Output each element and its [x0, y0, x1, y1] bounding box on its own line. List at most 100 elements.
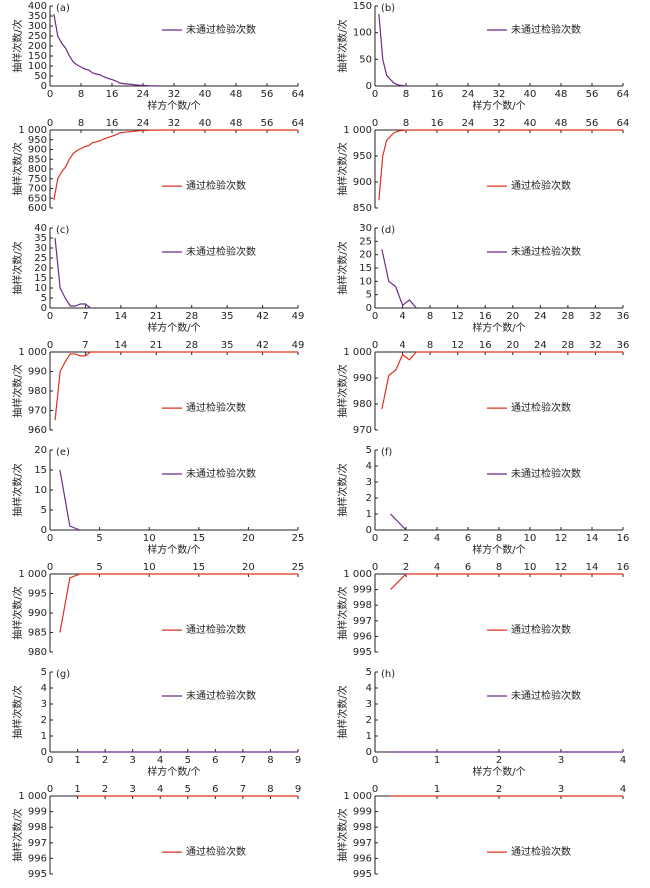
y-tick-label: 35: [34, 233, 47, 244]
y-tick-label: 1: [366, 731, 372, 742]
y-tick-label: 1 000: [18, 125, 47, 136]
x-tick-label: 16: [617, 562, 630, 573]
x-tick-label: 0: [47, 89, 53, 100]
y-tick-label: 3: [366, 477, 372, 488]
legend-label: 未通过检验次数: [186, 245, 256, 258]
y-tick-label: 30: [34, 243, 47, 254]
x-tick-label: 8: [427, 311, 433, 322]
x-axis-label: 样方个数/个: [472, 765, 525, 778]
x-tick-label: 20: [506, 340, 519, 351]
y-tick-label: 0: [41, 747, 47, 758]
legend-label: 通过检验次数: [511, 401, 571, 414]
x-tick-label: 28: [185, 311, 198, 322]
x-tick-label: 24: [137, 89, 150, 100]
y-tick-label: 20: [34, 445, 47, 456]
x-tick-label: 0: [372, 89, 378, 100]
y-tick-label: 999: [353, 807, 372, 818]
x-tick-label: 32: [589, 340, 602, 351]
y-tick-label: 800: [28, 164, 47, 175]
y-tick-label: 5: [41, 293, 47, 304]
x-axis-label: 样方个数/个: [147, 543, 200, 556]
x-tick-label: 16: [106, 118, 119, 129]
x-tick-label: 2: [102, 784, 108, 795]
legend-label: 通过检验次数: [186, 845, 246, 858]
x-tick-label: 2: [496, 784, 502, 795]
y-tick-label: 997: [28, 838, 47, 849]
x-tick-label: 10: [524, 562, 537, 573]
legend-label: 未通过检验次数: [511, 245, 581, 258]
data-line: [381, 249, 417, 309]
x-tick-label: 28: [562, 340, 575, 351]
y-tick-label: 995: [353, 647, 372, 658]
y-tick-label: 960: [28, 425, 47, 436]
x-tick-label: 3: [558, 755, 564, 766]
y-tick-label: 20: [34, 263, 47, 274]
legend-label: 未通过检验次数: [186, 467, 256, 480]
x-tick-label: 12: [555, 533, 568, 544]
x-tick-label: 1: [74, 755, 80, 766]
x-tick-label: 0: [47, 311, 53, 322]
x-tick-label: 8: [496, 562, 502, 573]
x-tick-label: 32: [168, 89, 181, 100]
x-tick-label: 2: [403, 533, 409, 544]
y-tick-label: 970: [28, 406, 47, 417]
x-tick-label: 56: [586, 89, 599, 100]
x-tick-label: 15: [192, 533, 205, 544]
x-tick-label: 64: [617, 89, 630, 100]
y-tick-label: 985: [28, 628, 47, 639]
x-tick-label: 49: [292, 311, 305, 322]
x-tick-label: 8: [427, 340, 433, 351]
x-tick-label: 28: [185, 340, 198, 351]
x-tick-label: 4: [434, 562, 440, 573]
x-tick-label: 48: [230, 89, 243, 100]
y-tick-label: 995: [353, 869, 372, 880]
x-tick-label: 0: [372, 340, 378, 351]
x-tick-label: 21: [150, 340, 163, 351]
x-tick-label: 6: [465, 533, 471, 544]
x-tick-label: 5: [185, 784, 191, 795]
y-tick-label: 0: [41, 525, 47, 536]
y-axis-label: 抽样次数/次: [11, 241, 24, 294]
x-tick-label: 8: [496, 533, 502, 544]
x-tick-label: 36: [617, 340, 630, 351]
x-tick-label: 0: [372, 755, 378, 766]
panel-label: (c): [56, 225, 69, 236]
x-tick-label: 48: [230, 118, 243, 129]
y-tick-label: 10: [34, 283, 47, 294]
y-tick-label: 998: [353, 822, 372, 833]
y-tick-label: 999: [28, 807, 47, 818]
y-axis-label: 抽样次数/次: [336, 586, 349, 639]
x-tick-label: 56: [261, 89, 274, 100]
x-tick-label: 4: [399, 311, 405, 322]
x-tick-label: 24: [534, 311, 547, 322]
y-tick-label: 850: [353, 203, 372, 214]
x-axis-label: 样方个数/个: [147, 765, 200, 778]
x-tick-label: 24: [462, 118, 475, 129]
x-tick-label: 12: [555, 562, 568, 573]
x-tick-label: 56: [586, 118, 599, 129]
y-tick-label: 5: [41, 505, 47, 516]
x-tick-label: 36: [617, 311, 630, 322]
y-tick-label: 650: [28, 193, 47, 204]
y-tick-label: 950: [353, 151, 372, 162]
y-tick-label: 100: [28, 61, 47, 72]
y-tick-label: 900: [353, 177, 372, 188]
x-tick-label: 9: [295, 784, 301, 795]
y-axis-label: 抽样次数/次: [11, 19, 24, 72]
y-tick-label: 400: [28, 1, 47, 12]
x-tick-label: 64: [292, 89, 305, 100]
x-tick-label: 40: [524, 89, 537, 100]
x-tick-label: 20: [242, 533, 255, 544]
y-axis-label: 抽样次数/次: [336, 142, 349, 195]
x-tick-label: 16: [431, 118, 444, 129]
x-tick-label: 4: [399, 340, 405, 351]
x-tick-label: 42: [256, 311, 269, 322]
data-line: [378, 129, 623, 201]
legend-label: 通过检验次数: [186, 401, 246, 414]
x-tick-label: 12: [451, 311, 464, 322]
y-axis-label: 抽样次数/次: [11, 463, 24, 516]
data-line: [390, 513, 407, 531]
data-line: [390, 573, 623, 591]
y-tick-label: 4: [366, 461, 372, 472]
y-tick-label: 950: [28, 135, 47, 146]
